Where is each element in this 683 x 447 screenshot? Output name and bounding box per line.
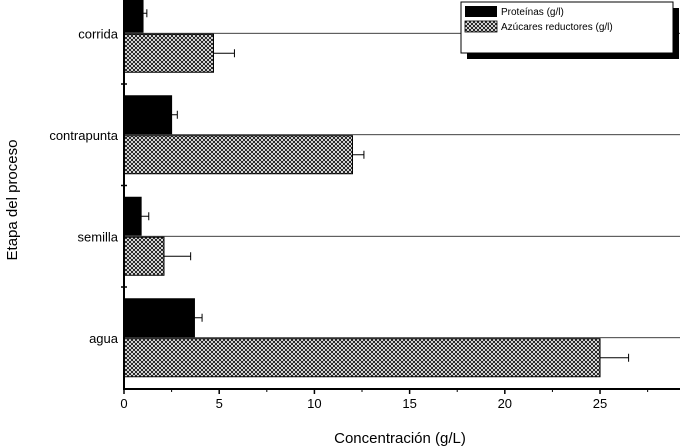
category-label-semilla: semilla: [78, 229, 119, 244]
category-label-contrapunta: contrapunta: [49, 128, 118, 143]
legend-label-azucares: Azúcares reductores (g/l): [501, 22, 613, 33]
x-tick-label-0: 0: [120, 396, 127, 411]
x-tick-label-10: 10: [307, 396, 321, 411]
bar-proteinas-corrida: [123, 0, 144, 33]
category-label-agua: agua: [89, 331, 119, 346]
legend-swatch-proteinas: [465, 6, 497, 17]
x-tick-label-15: 15: [402, 396, 416, 411]
x-tick-label-20: 20: [498, 396, 512, 411]
bar-azucares-corrida: [123, 33, 214, 73]
bar-azucares-agua: [123, 338, 601, 378]
bar-azucares-semilla: [123, 236, 165, 276]
legend-swatch-azucares: [464, 20, 498, 33]
bar-proteinas-agua: [123, 298, 195, 338]
x-tick-label-5: 5: [216, 396, 223, 411]
bar-proteinas-contrapunta: [123, 95, 173, 135]
x-axis-title: Concentración (g/L): [334, 430, 466, 447]
bar-proteinas-semilla: [123, 196, 142, 236]
y-axis-title: Etapa del proceso: [4, 140, 21, 261]
category-label-corrida: corrida: [78, 26, 119, 41]
bar-azucares-contrapunta: [123, 135, 353, 175]
legend: Proteínas (g/l) Azúcares reductores (g/l…: [460, 1, 679, 59]
legend-label-proteinas: Proteínas (g/l): [501, 7, 564, 18]
x-tick-label-25: 25: [593, 396, 607, 411]
